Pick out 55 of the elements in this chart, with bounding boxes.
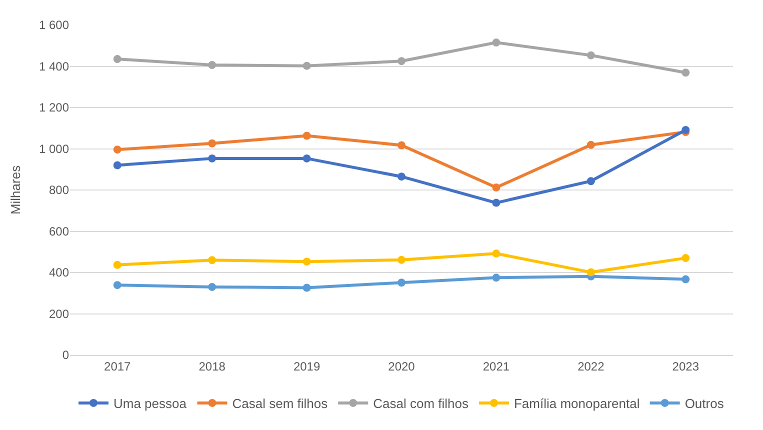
point <box>492 198 500 207</box>
point <box>682 275 690 284</box>
y-tick-label: 200 <box>48 306 70 321</box>
x-tick-label: 2023 <box>672 359 700 374</box>
point <box>492 184 500 192</box>
point <box>208 282 216 291</box>
x-tick-label: 2017 <box>104 359 132 374</box>
x-tick-label: 2021 <box>482 359 510 374</box>
point <box>208 256 216 264</box>
point <box>113 260 122 269</box>
point <box>586 140 595 149</box>
legend-label: Casal sem filhos <box>232 396 328 412</box>
point <box>492 274 500 282</box>
point <box>398 141 406 150</box>
y-axis-title: Milhares <box>8 164 23 215</box>
legend-label: Família monoparental <box>514 396 640 412</box>
x-tick-label: 2019 <box>293 359 320 374</box>
point <box>398 278 406 287</box>
point <box>302 284 311 292</box>
point <box>586 51 595 60</box>
point <box>113 146 122 154</box>
point <box>302 62 311 70</box>
y-tick-label: 400 <box>48 266 70 280</box>
point <box>682 126 690 134</box>
y-tick-label: 0 <box>62 348 70 362</box>
legend-label: Casal com filhos <box>373 396 469 412</box>
point <box>302 258 311 266</box>
point <box>682 68 690 77</box>
point <box>208 139 216 148</box>
point <box>398 57 406 66</box>
point <box>208 61 216 70</box>
x-tick-label: 2018 <box>198 359 226 374</box>
x-tick-label: 2022 <box>578 359 605 374</box>
point <box>302 132 311 140</box>
point <box>492 38 500 47</box>
y-tick-label: 800 <box>48 183 70 198</box>
y-tick-label: 1 000 <box>38 142 70 156</box>
point <box>113 161 122 170</box>
y-tick-label: 1 600 <box>38 18 70 32</box>
legend-label: Outros <box>684 396 724 412</box>
point <box>682 254 690 262</box>
legend-label: Uma pessoa <box>114 396 188 412</box>
point <box>398 172 406 181</box>
point <box>586 268 595 276</box>
x-tick-label: 2020 <box>388 359 416 374</box>
point <box>492 250 500 258</box>
point <box>208 154 216 162</box>
y-tick-label: 600 <box>48 224 70 238</box>
y-tick-label: 1 400 <box>38 59 70 74</box>
point <box>398 256 406 264</box>
point <box>113 55 122 64</box>
point <box>302 154 311 162</box>
y-tick-label: 1 200 <box>38 100 70 115</box>
point <box>586 177 595 186</box>
point <box>113 281 122 290</box>
